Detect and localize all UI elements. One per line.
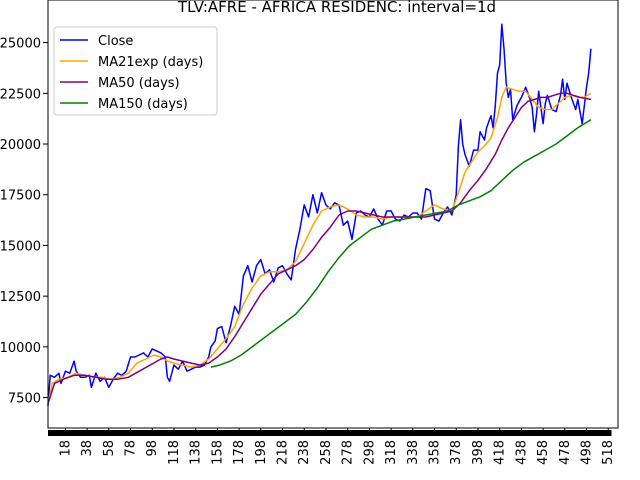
y-tick-label: 10000 — [0, 341, 41, 356]
x-tick-label: 198 — [254, 440, 269, 465]
x-axis: 18 38 58 78 98 118 138 158 178 198 218 238 258 278 298… — [48, 428, 616, 465]
x-tick-label: 158 — [210, 440, 225, 465]
x-tick-label: 218 — [276, 440, 291, 465]
y-axis: 7500 10000 12500 15000 17500 20000 22500 25000 — [0, 37, 48, 407]
x-tick-label: 318 — [384, 440, 399, 465]
x-tick-label: 378 — [449, 440, 464, 465]
y-tick-label: 15000 — [0, 239, 41, 254]
x-tick-label: 138 — [189, 440, 204, 465]
y-tick-label: 25000 — [0, 37, 41, 52]
series-line-ma150-days — [210, 119, 592, 368]
x-tick-label: 438 — [514, 440, 529, 465]
x-tick-label: 418 — [493, 440, 508, 465]
series-line-ma50-days — [47, 92, 592, 404]
series-line-ma21exp-days — [47, 86, 592, 404]
x-tick-label: 78 — [124, 440, 139, 457]
x-tick-label: 518 — [601, 440, 616, 465]
legend-label: MA50 (days) — [98, 76, 180, 91]
x-tick-label: 238 — [297, 440, 312, 465]
x-tick-label: 38 — [80, 440, 95, 457]
x-tick-label: 258 — [319, 440, 334, 465]
x-minor-tick-band — [48, 430, 612, 436]
x-tick-label: 478 — [558, 440, 573, 465]
x-tick-label: 398 — [471, 440, 486, 465]
x-tick-label: 458 — [536, 440, 551, 465]
x-tick-label: 18 — [58, 440, 73, 457]
x-tick-label: 298 — [362, 440, 377, 465]
legend-label: Close — [98, 34, 133, 49]
x-tick-label: 98 — [145, 440, 160, 457]
legend-box — [53, 26, 218, 116]
x-tick-label: 118 — [167, 440, 182, 465]
series-line-close — [47, 23, 592, 406]
y-tick-label: 22500 — [0, 87, 41, 102]
x-tick-label: 58 — [102, 440, 117, 457]
y-tick-label: 17500 — [0, 189, 41, 204]
plot-area — [47, 23, 592, 406]
x-tick-label: 498 — [580, 440, 595, 465]
legend: Close MA21exp (days) MA50 (days) MA150 (day… — [53, 26, 218, 116]
legend-label: MA21exp (days) — [98, 55, 203, 70]
x-tick-label: 278 — [341, 440, 356, 465]
x-tick-label: 338 — [406, 440, 421, 465]
axes-frame — [47, 0, 619, 429]
x-tick-label: 178 — [232, 440, 247, 465]
y-tick-label: 20000 — [0, 138, 41, 153]
y-tick-label: 12500 — [0, 290, 41, 305]
chart-title: TLV:AFRE - AFRICA RESIDENC: interval=1d — [177, 0, 496, 16]
legend-label: MA150 (days) — [98, 97, 188, 112]
y-tick-label: 7500 — [8, 392, 41, 407]
x-tick-label: 358 — [428, 440, 443, 465]
